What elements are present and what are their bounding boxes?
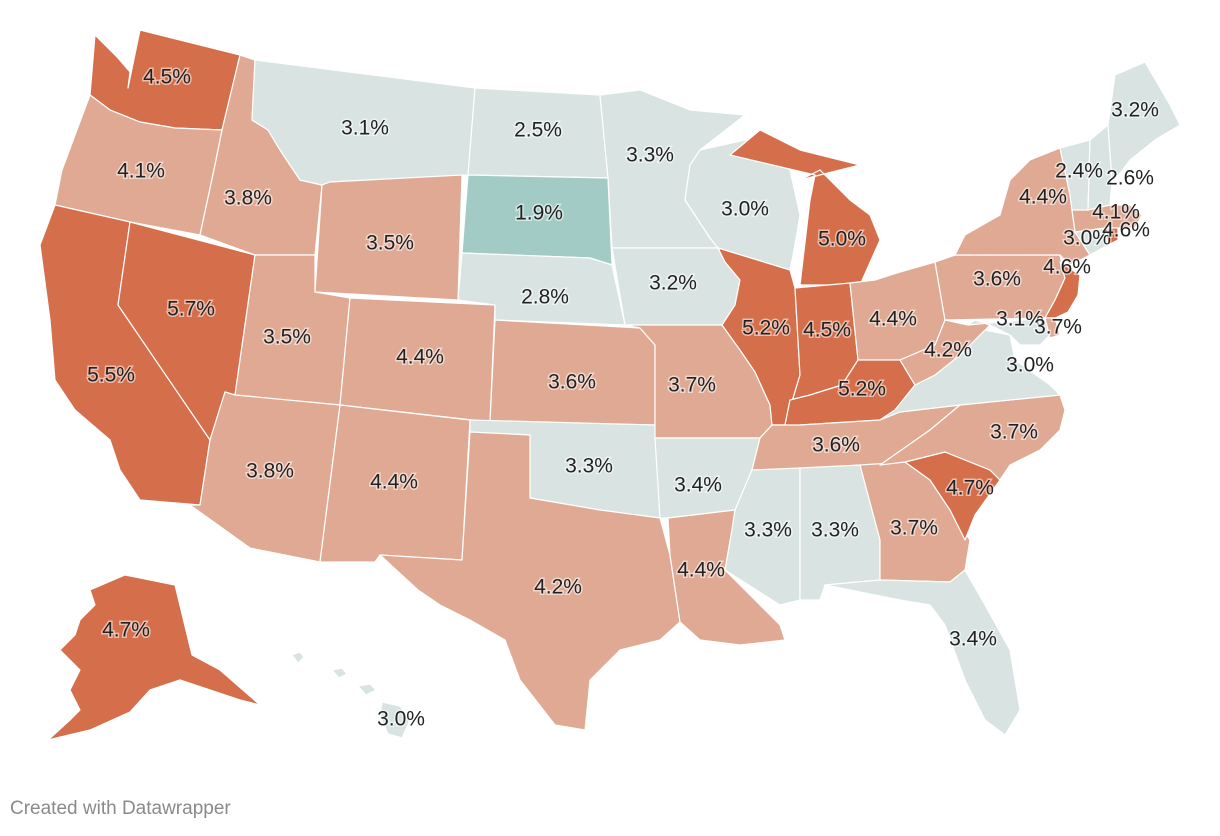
label-TX: 4.2% <box>534 576 582 599</box>
label-IN: 4.5% <box>803 319 851 342</box>
label-WA: 4.5% <box>143 66 191 89</box>
label-NE: 2.8% <box>521 286 569 309</box>
label-NY: 4.4% <box>1019 186 1067 209</box>
us-choropleth-map: 4.5% 4.1% 5.5% 5.7% 3.8% 3.1% 3.5% 3.5% 3.8% 4.4%… <box>39 29 1181 741</box>
label-MS: 3.3% <box>744 519 792 542</box>
label-FL: 3.4% <box>949 628 997 651</box>
label-AZ: 3.8% <box>246 460 294 483</box>
label-VA: 3.0% <box>1006 354 1054 377</box>
label-OH: 4.4% <box>869 308 917 331</box>
state-TX[interactable] <box>379 431 681 731</box>
label-AK: 4.7% <box>102 619 150 642</box>
label-GA: 3.7% <box>890 517 938 540</box>
label-MO: 3.7% <box>668 374 716 397</box>
state-MI[interactable] <box>729 129 881 286</box>
label-NC: 3.7% <box>990 421 1038 444</box>
label-MN: 3.3% <box>626 144 674 167</box>
state-NE[interactable] <box>457 252 626 326</box>
label-CA: 5.5% <box>87 364 135 387</box>
label-ME: 3.2% <box>1111 99 1159 122</box>
label-MI: 5.0% <box>818 228 866 251</box>
label-ID: 3.8% <box>224 187 272 210</box>
label-RI: 4.6% <box>1102 219 1150 242</box>
datawrapper-credit[interactable]: Created with Datawrapper <box>10 798 231 819</box>
label-MD: 3.1% <box>996 308 1044 331</box>
label-LA: 4.4% <box>677 559 725 582</box>
state-HI[interactable] <box>291 651 411 739</box>
label-TN: 3.6% <box>812 434 860 457</box>
state-FL[interactable] <box>824 569 1021 736</box>
label-IA: 3.2% <box>649 272 697 295</box>
label-NJ: 4.6% <box>1043 256 1091 279</box>
label-CO: 4.4% <box>396 346 444 369</box>
state-WY[interactable] <box>314 174 463 301</box>
label-NV: 5.7% <box>167 298 215 321</box>
label-UT: 3.5% <box>263 326 311 349</box>
label-WV: 4.2% <box>924 339 972 362</box>
label-IL: 5.2% <box>742 317 790 340</box>
label-OR: 4.1% <box>117 160 165 183</box>
label-VT: 2.4% <box>1055 160 1103 183</box>
state-ME[interactable] <box>1107 61 1181 181</box>
state-DE[interactable] <box>1044 317 1061 339</box>
label-NM: 4.4% <box>370 471 418 494</box>
state-NH[interactable] <box>1087 124 1113 211</box>
label-ND: 2.5% <box>514 119 562 142</box>
label-NH: 2.6% <box>1106 167 1154 190</box>
label-DE: 3.7% <box>1034 316 1082 339</box>
label-CT: 3.0% <box>1063 227 1111 250</box>
label-AR: 3.4% <box>674 474 722 497</box>
label-MT: 3.1% <box>341 117 389 140</box>
label-MA: 4.1% <box>1092 201 1140 224</box>
state-WI[interactable] <box>684 139 801 271</box>
label-HI: 3.0% <box>377 708 425 731</box>
label-OK: 3.3% <box>565 455 613 478</box>
label-WY: 3.5% <box>366 232 414 255</box>
label-AL: 3.3% <box>811 519 859 542</box>
label-SC: 4.7% <box>946 477 994 500</box>
label-KY: 5.2% <box>838 378 886 401</box>
label-SD: 1.9% <box>515 202 563 225</box>
label-PA: 3.6% <box>973 268 1021 291</box>
label-WI: 3.0% <box>721 198 769 221</box>
label-KS: 3.6% <box>548 371 596 394</box>
state-VT[interactable] <box>1059 139 1091 211</box>
state-AK[interactable] <box>47 574 261 741</box>
